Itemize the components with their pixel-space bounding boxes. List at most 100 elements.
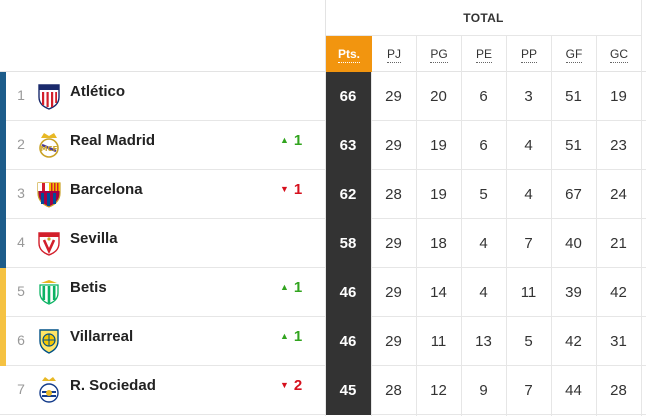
svg-text:MCF: MCF (41, 145, 58, 153)
zone-indicator-bar (0, 366, 6, 415)
stat-cell-pj: 29 (385, 235, 402, 252)
zone-indicator-bar (0, 72, 6, 121)
stat-cell-gc: 28 (610, 382, 627, 399)
stat-cell-gf: 39 (565, 284, 582, 301)
position-change-value: 1 (293, 181, 303, 198)
column-divider (550, 72, 552, 416)
stat-cell-pg: 19 (430, 186, 447, 203)
stat-cell-gc: 24 (610, 186, 627, 203)
column-divider (460, 72, 462, 416)
stat-cell-gf: 51 (565, 88, 582, 105)
position-number: 6 (17, 332, 25, 348)
team-name[interactable]: Atlético (70, 83, 126, 100)
position-change: ▲ 1 (280, 317, 316, 363)
stat-cell-pe: 5 (479, 186, 488, 203)
arrow-up-icon: ▲ (280, 331, 289, 341)
real-sociedad-crest-icon (36, 376, 62, 404)
stat-cell-pj: 29 (385, 137, 402, 154)
stat-cell-gc: 42 (610, 284, 627, 301)
team-name[interactable]: Betis (70, 279, 107, 296)
stat-cell-pp: 4 (524, 137, 533, 154)
position-change: ▲ 1 (280, 121, 316, 167)
table-row[interactable]: 5 Betis ▲ 1 46 29 14 4 11 39 42 (0, 268, 646, 317)
column-header-gf[interactable]: GF (552, 36, 597, 72)
stat-cell-pp: 7 (524, 235, 533, 252)
column-divider (505, 72, 507, 416)
stat-cell-pp: 11 (520, 284, 537, 301)
position-change: ▼ 2 (280, 366, 316, 412)
stat-cell-pg: 19 (430, 137, 447, 154)
stat-cell-pe: 9 (479, 382, 488, 399)
team-header-blank (0, 0, 325, 72)
stat-cell-gf: 67 (565, 186, 582, 203)
team-name[interactable]: Villarreal (70, 328, 134, 345)
points-cell: 63 (325, 121, 371, 170)
column-header-pts[interactable]: Pts. (326, 36, 372, 72)
stat-cell-gf: 44 (565, 382, 582, 399)
column-header-pp[interactable]: PP (507, 36, 552, 72)
stat-cell-gf: 51 (565, 137, 582, 154)
position-number: 2 (17, 136, 25, 152)
zone-indicator-bar (0, 219, 6, 268)
column-header-pj[interactable]: PJ (372, 36, 417, 72)
stat-cell-pj: 29 (385, 333, 402, 350)
position-number: 1 (17, 87, 25, 103)
column-divider (415, 72, 417, 416)
position-change-value: 1 (293, 279, 303, 296)
stat-cell-pg: 20 (430, 88, 447, 105)
stat-cell-pp: 4 (524, 186, 533, 203)
table-row[interactable]: 2 MCF Real Madrid ▲ 1 63 29 19 6 4 51 23 (0, 121, 646, 170)
stat-cell-pp: 7 (524, 382, 533, 399)
villarreal-crest-icon (36, 327, 62, 355)
position-change-value: 2 (293, 377, 303, 394)
column-header-pe[interactable]: PE (462, 36, 507, 72)
table-row[interactable]: 3 Barcelona ▼ 1 62 28 19 5 4 67 24 (0, 170, 646, 219)
table-row[interactable]: 6 Villarreal ▲ 1 46 29 11 13 5 42 31 (0, 317, 646, 366)
zone-indicator-bar (0, 268, 6, 317)
team-name[interactable]: R. Sociedad (70, 377, 156, 394)
stat-cell-pg: 18 (430, 235, 447, 252)
stat-cell-pe: 4 (479, 284, 488, 301)
table-row[interactable]: 1 Atlético 66 29 20 6 3 51 19 (0, 72, 646, 121)
position-change: ▲ 1 (280, 268, 316, 314)
table-row[interactable]: 4 Sevilla 58 29 18 4 7 40 21 (0, 219, 646, 268)
stat-cell-gc: 23 (610, 137, 627, 154)
betis-crest-icon (36, 278, 62, 306)
position-change-value: 1 (293, 328, 303, 345)
column-divider (370, 72, 372, 416)
stat-cell-pe: 6 (479, 137, 488, 154)
stat-cell-pg: 14 (430, 284, 447, 301)
zone-indicator-bar (0, 170, 6, 219)
points-cell: 46 (325, 268, 371, 317)
team-name[interactable]: Barcelona (70, 181, 143, 198)
position-number: 3 (17, 185, 25, 201)
points-cell: 58 (325, 219, 371, 268)
stat-cell-pp: 5 (524, 333, 533, 350)
points-cell: 66 (325, 72, 371, 121)
stat-cell-gc: 31 (610, 333, 627, 350)
atletico-crest-icon (36, 82, 62, 110)
column-header-pg[interactable]: PG (417, 36, 462, 72)
position-number: 7 (17, 381, 25, 397)
position-number: 4 (17, 234, 25, 250)
stat-cell-pj: 29 (385, 88, 402, 105)
zone-indicator-bar (0, 121, 6, 170)
team-name[interactable]: Real Madrid (70, 132, 156, 149)
column-divider (595, 72, 597, 416)
team-name[interactable]: Sevilla (70, 230, 118, 247)
stat-cell-gc: 21 (610, 235, 627, 252)
barcelona-crest-icon (36, 180, 62, 208)
zone-indicator-bar (0, 317, 6, 366)
stat-cell-pg: 12 (430, 382, 447, 399)
table-row[interactable]: 7 R. Sociedad ▼ 2 45 28 12 9 7 44 28 (0, 366, 646, 415)
position-number: 5 (17, 283, 25, 299)
arrow-down-icon: ▼ (280, 184, 289, 194)
stat-cell-pg: 11 (430, 333, 447, 350)
stat-cell-gf: 40 (565, 235, 582, 252)
total-group-label: TOTAL (326, 0, 642, 36)
stat-cell-pp: 3 (524, 88, 533, 105)
column-header-gc[interactable]: GC (597, 36, 642, 72)
stat-cell-gf: 42 (565, 333, 582, 350)
points-cell: 45 (325, 366, 371, 415)
